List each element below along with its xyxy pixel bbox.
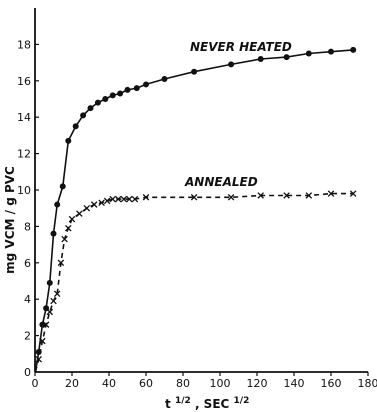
data-point-annealed	[68, 215, 76, 223]
data-point-annealed	[39, 337, 46, 345]
data-point-never-heated	[102, 96, 109, 102]
y-tick-label: 12	[17, 148, 31, 161]
data-point-annealed	[90, 201, 98, 208]
data-point-annealed	[65, 224, 72, 232]
data-point-annealed	[131, 195, 139, 203]
y-tick-label: 6	[24, 257, 31, 270]
data-point-annealed	[142, 194, 150, 201]
data-point-never-heated	[87, 105, 94, 112]
plot-area	[34, 8, 368, 373]
x-axis-title-exponent-2: 1/2	[234, 396, 250, 406]
data-point-annealed	[120, 195, 128, 203]
data-point-annealed	[61, 235, 68, 243]
data-point-annealed	[57, 259, 65, 267]
data-point-never-heated	[46, 279, 53, 286]
data-point-never-heated	[328, 48, 334, 55]
x-axis-ticks: 0 20 40 60 80 100 120 140 160 180	[32, 372, 377, 390]
data-point-annealed	[53, 290, 61, 297]
data-point-annealed	[109, 195, 116, 203]
series-markers	[35, 46, 357, 363]
data-point-never-heated	[109, 92, 116, 99]
data-point-never-heated	[72, 123, 79, 130]
data-point-never-heated	[124, 86, 131, 93]
data-point-annealed	[76, 210, 83, 217]
x-axis-title-base: t	[165, 397, 171, 411]
data-point-annealed	[126, 195, 133, 203]
y-axis-title: mg VCM / g PVC	[3, 166, 17, 274]
data-point-never-heated	[35, 348, 42, 355]
data-point-never-heated	[350, 46, 357, 53]
y-tick-label: 4	[24, 293, 31, 306]
y-axis-ticks: 0 2 4 6 8 10 12 14 16 18	[17, 38, 39, 379]
x-axis-title: t 1/2 , SEC 1/2	[165, 392, 249, 411]
data-point-never-heated	[65, 137, 72, 144]
data-point-annealed	[327, 190, 335, 197]
x-tick-label: 40	[102, 377, 116, 390]
y-tick-label: 2	[24, 330, 31, 343]
x-tick-label: 140	[284, 377, 305, 390]
data-point-annealed	[42, 321, 50, 328]
x-tick-label: 0	[32, 377, 39, 390]
data-point-never-heated	[191, 68, 198, 75]
data-point-annealed	[50, 297, 57, 305]
data-point-annealed	[190, 194, 198, 201]
data-point-annealed	[46, 308, 54, 316]
data-point-annealed	[83, 204, 91, 212]
data-point-annealed	[257, 192, 264, 199]
data-point-never-heated	[117, 90, 124, 97]
data-point-never-heated	[54, 201, 61, 208]
x-axis-title-unit: , SEC	[195, 397, 230, 411]
series-label-annealed: ANNEALED	[184, 175, 258, 189]
data-point-never-heated	[94, 99, 101, 106]
x-tick-label: 120	[247, 377, 268, 390]
x-tick-label: 80	[176, 377, 190, 390]
data-point-annealed	[283, 192, 290, 199]
x-tick-label: 160	[321, 377, 342, 390]
data-point-annealed	[349, 190, 357, 197]
data-point-never-heated	[283, 54, 290, 61]
data-point-never-heated	[143, 81, 149, 88]
x-tick-label: 100	[210, 377, 231, 390]
data-point-annealed	[103, 197, 111, 205]
data-point-never-heated	[59, 183, 66, 190]
data-point-annealed	[98, 199, 105, 206]
x-tick-label: 60	[139, 377, 153, 390]
x-axis-title-exponent-1: 1/2	[175, 396, 191, 406]
y-tick-label: 18	[17, 38, 31, 51]
y-tick-label: 8	[24, 220, 31, 233]
data-point-annealed	[35, 356, 42, 363]
data-point-never-heated	[228, 61, 235, 68]
y-tick-label: 16	[17, 75, 31, 88]
x-tick-label: 180	[358, 377, 377, 390]
series-line-annealed	[34, 192, 354, 372]
data-point-never-heated	[50, 230, 57, 237]
y-tick-label: 10	[17, 184, 31, 197]
y-tick-label: 0	[24, 366, 31, 379]
data-point-never-heated	[161, 75, 168, 82]
series-lines	[34, 49, 354, 372]
data-point-annealed	[227, 194, 235, 201]
data-point-never-heated	[80, 112, 87, 119]
data-point-never-heated	[305, 50, 312, 57]
y-tick-label: 14	[17, 111, 31, 124]
data-point-never-heated	[257, 55, 264, 62]
data-point-never-heated	[133, 85, 140, 92]
data-point-annealed	[114, 195, 122, 203]
series-label-never-heated: NEVER HEATED	[190, 40, 292, 54]
x-tick-label: 20	[65, 377, 79, 390]
data-point-annealed	[305, 192, 313, 199]
